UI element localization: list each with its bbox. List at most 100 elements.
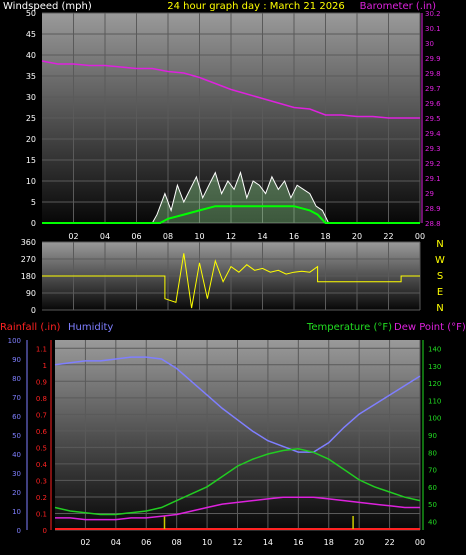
- chart-title: 24 hour graph day : March 21 2026: [167, 1, 345, 12]
- temperature-y-tick-label: 80: [428, 449, 437, 457]
- wind-y-tick-label: 45: [26, 30, 36, 39]
- wind-y-axis: 0 5 10 15 20 25 30 35 40 45 50: [26, 9, 36, 228]
- rainfall-y-tick-label: 0.3: [36, 477, 47, 485]
- compass-label: N: [436, 303, 443, 314]
- x-tick-label: 12: [232, 538, 242, 547]
- direction-y-tick-label: 180: [21, 272, 36, 281]
- barometer-y-tick-label: 29.1: [425, 175, 441, 183]
- barometer-y-tick-label: 30.2: [425, 10, 441, 18]
- rainfall-y-tick-label: 0.7: [36, 411, 47, 419]
- humidity-y-tick-label: 10: [12, 508, 21, 516]
- temperature-y-tick-label: 120: [428, 380, 441, 388]
- barometer-line: [41, 60, 420, 119]
- rainfall-y-tick-label: 0.8: [36, 395, 47, 403]
- x-tick-label: 08: [163, 232, 173, 241]
- temperature-y-tick-label: 90: [428, 432, 437, 440]
- humidity-header-label: Humidity: [68, 322, 113, 333]
- humidity-y-tick-label: 50: [12, 432, 21, 440]
- x-tick-label: 02: [68, 232, 78, 241]
- wind-gust-line: [42, 170, 420, 224]
- temperature-y-tick-label: 110: [428, 397, 441, 405]
- humidity-y-tick-label: 0: [17, 527, 21, 535]
- wind-y-tick-label: 25: [26, 114, 36, 123]
- temp-humidity-series: [54, 356, 421, 530]
- x-tick-label: 22: [383, 232, 393, 241]
- x-tick-label: 02: [80, 538, 90, 547]
- humidity-y-tick-label: 90: [12, 356, 21, 364]
- barometer-y-tick-label: 29.8: [425, 70, 441, 78]
- rainfall-header-label: Rainfall (.in): [0, 322, 61, 333]
- barometer-y-tick-label: 29.7: [425, 85, 441, 93]
- x-tick-label: 10: [194, 232, 204, 241]
- barometer-y-tick-label: 29.4: [425, 130, 441, 138]
- x-tick-label: 14: [263, 538, 273, 547]
- temperature-y-tick-label: 40: [428, 518, 437, 526]
- temperature-line: [54, 448, 421, 516]
- wind-y-tick-label: 5: [31, 198, 36, 207]
- temperature-y-tick-label: 140: [428, 346, 441, 354]
- x-tick-label: 04: [111, 538, 121, 547]
- compass-label: E: [437, 287, 443, 298]
- dewpoint-header-label: Dew Point (°F): [394, 322, 466, 333]
- direction-y-axis: 0 90 180 270 360: [21, 238, 36, 315]
- x-tick-label: 14: [257, 232, 267, 241]
- x-tick-label: 10: [202, 538, 212, 547]
- temperature-header-label: Temperature (°F): [306, 322, 392, 333]
- wind-avg-line: [42, 205, 420, 224]
- barometer-y-tick-label: 28.8: [425, 220, 441, 228]
- wind-gust-area: [42, 172, 420, 223]
- direction-y-tick-label: 270: [21, 255, 36, 264]
- x-tick-label: 04: [100, 232, 110, 241]
- compass-label: W: [435, 255, 445, 266]
- barometer-y-tick-label: 28.9: [425, 205, 441, 213]
- wind-direction-line: [42, 253, 420, 309]
- x-tick-label: 20: [354, 538, 364, 547]
- rainfall-y-tick-label: 0.5: [36, 444, 47, 452]
- temperature-y-tick-label: 70: [428, 467, 437, 475]
- direction-y-tick-label: 0: [31, 306, 36, 315]
- humidity-y-tick-label: 20: [12, 489, 21, 497]
- barometer-y-tick-label: 30: [425, 40, 434, 48]
- rainfall-y-tick-label: 0: [43, 527, 47, 535]
- x-tick-label: 00: [415, 538, 425, 547]
- temperature-y-tick-label: 60: [428, 484, 437, 492]
- temperature-y-axis: 40 50 60 70 80 90 100 110 120 130 140: [422, 340, 441, 530]
- humidity-y-tick-label: 80: [12, 375, 21, 383]
- wind-barometer-series: [41, 60, 420, 224]
- x-tick-label: 16: [289, 232, 299, 241]
- barometer-y-tick-label: 30.1: [425, 25, 441, 33]
- humidity-y-tick-label: 70: [12, 394, 21, 402]
- temperature-y-tick-label: 130: [428, 363, 441, 371]
- rainfall-y-tick-label: 0.9: [36, 378, 47, 386]
- wind-header-label: Windspeed (mph): [3, 1, 92, 12]
- barometer-y-tick-label: 29.3: [425, 145, 441, 153]
- wind-y-tick-label: 20: [26, 135, 36, 144]
- rainfall-y-tick-label: 0.2: [36, 494, 47, 502]
- x-tick-label: 00: [415, 232, 425, 241]
- x-tick-label: 18: [324, 538, 334, 547]
- direction-series: [42, 253, 420, 309]
- x-tick-label: 16: [293, 538, 303, 547]
- barometer-header-label: Barometer (.in): [360, 1, 436, 12]
- wind-y-tick-label: 30: [26, 93, 36, 102]
- barometer-y-tick-label: 29.6: [425, 100, 441, 108]
- wind-y-tick-label: 10: [26, 177, 36, 186]
- direction-y-tick-label: 90: [26, 289, 36, 298]
- humidity-y-tick-label: 40: [12, 451, 21, 459]
- x-tick-label: 18: [320, 232, 330, 241]
- humidity-y-axis: 0 10 20 30 40 50 60 70 80 90 100: [8, 337, 28, 535]
- dewpoint-line: [55, 496, 420, 521]
- wind-y-tick-label: 0: [31, 219, 36, 228]
- humidity-y-tick-label: 60: [12, 413, 21, 421]
- barometer-y-axis: 28.8 28.9 29 29.1 29.2 29.3 29.4 29.5 29.6 29.7 29…: [421, 10, 441, 228]
- rainfall-y-tick-label: 1: [43, 362, 47, 370]
- rainfall-y-tick-label: 0.6: [36, 428, 48, 436]
- x-tick-label: 08: [172, 538, 182, 547]
- wind-y-tick-label: 35: [26, 72, 36, 81]
- humidity-y-tick-label: 30: [12, 470, 21, 478]
- temperature-y-tick-label: 100: [428, 415, 441, 423]
- direction-y-tick-label: 360: [21, 238, 36, 247]
- rainfall-y-axis: 0 0.1 0.2 0.3 0.4 0.5 0.6 0.7 0.8 0.9 1 1.1: [36, 340, 52, 535]
- temperature-y-tick-label: 50: [428, 501, 437, 509]
